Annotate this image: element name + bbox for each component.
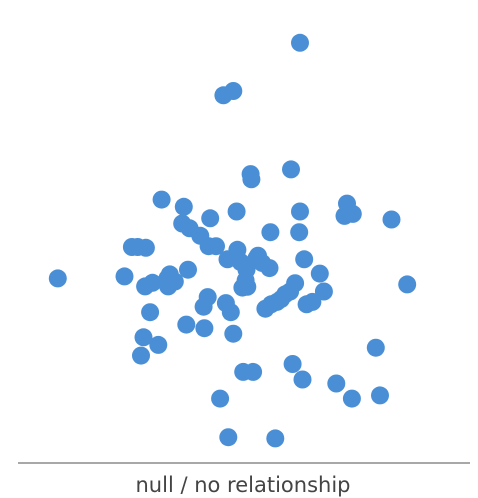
scatter-point-16 (165, 272, 184, 291)
scatter-point-65 (291, 33, 309, 52)
scatter-point-34 (221, 303, 240, 322)
scatter-point-37 (227, 202, 246, 221)
scatter-point-80 (398, 275, 417, 294)
scatter-point-64 (291, 202, 309, 221)
x-axis-label: null / no relationship (136, 473, 351, 497)
scatter-point-25 (198, 288, 217, 307)
scatter-point-63 (290, 223, 309, 242)
scatter-point-76 (343, 204, 362, 223)
scatter-point-19 (177, 315, 196, 334)
scatter-point-24 (195, 319, 214, 338)
scatter-point-60 (282, 160, 300, 179)
scatter-point-27 (201, 209, 220, 228)
scatter-point-6 (134, 328, 153, 347)
scatter-point-71 (314, 282, 333, 301)
scatter-point-10 (143, 273, 162, 292)
scatter-point-11 (149, 335, 168, 354)
scatter-point-29 (211, 389, 230, 408)
scatter-point-20 (179, 260, 197, 279)
scatter-point-28 (207, 237, 225, 256)
scatter-point-5 (132, 346, 150, 365)
scatter-point-70 (310, 264, 329, 283)
scatter-point-77 (366, 338, 385, 357)
scatter-point-47 (244, 362, 263, 381)
scatter-point-53 (261, 223, 280, 242)
scatter-point-9 (141, 303, 160, 322)
scatter-point-78 (371, 386, 389, 405)
scatter-point-46 (242, 170, 261, 189)
scatter-point-52 (260, 259, 279, 278)
scatter-point-8 (136, 238, 155, 257)
scatter-point-12 (152, 190, 171, 209)
scatter-point-69 (303, 292, 322, 311)
scatter-point-18 (174, 197, 193, 216)
scatter-point-75 (342, 389, 361, 408)
scatter-point-1 (48, 269, 67, 288)
scatter-point-62 (286, 274, 305, 293)
scatter-point-79 (382, 210, 401, 229)
scatter-point-67 (295, 250, 314, 269)
scatter-point-66 (293, 370, 312, 389)
scatter-point-36 (224, 324, 243, 343)
scatter-point-44 (238, 277, 257, 296)
scatter-point-2 (115, 267, 134, 286)
scatter-point-72 (327, 374, 346, 393)
scatter-points (48, 33, 417, 448)
scatter-point-55 (266, 429, 285, 448)
scatter-point-35 (224, 82, 243, 100)
scatter-point-61 (283, 355, 302, 373)
scatter-point-33 (219, 428, 238, 447)
